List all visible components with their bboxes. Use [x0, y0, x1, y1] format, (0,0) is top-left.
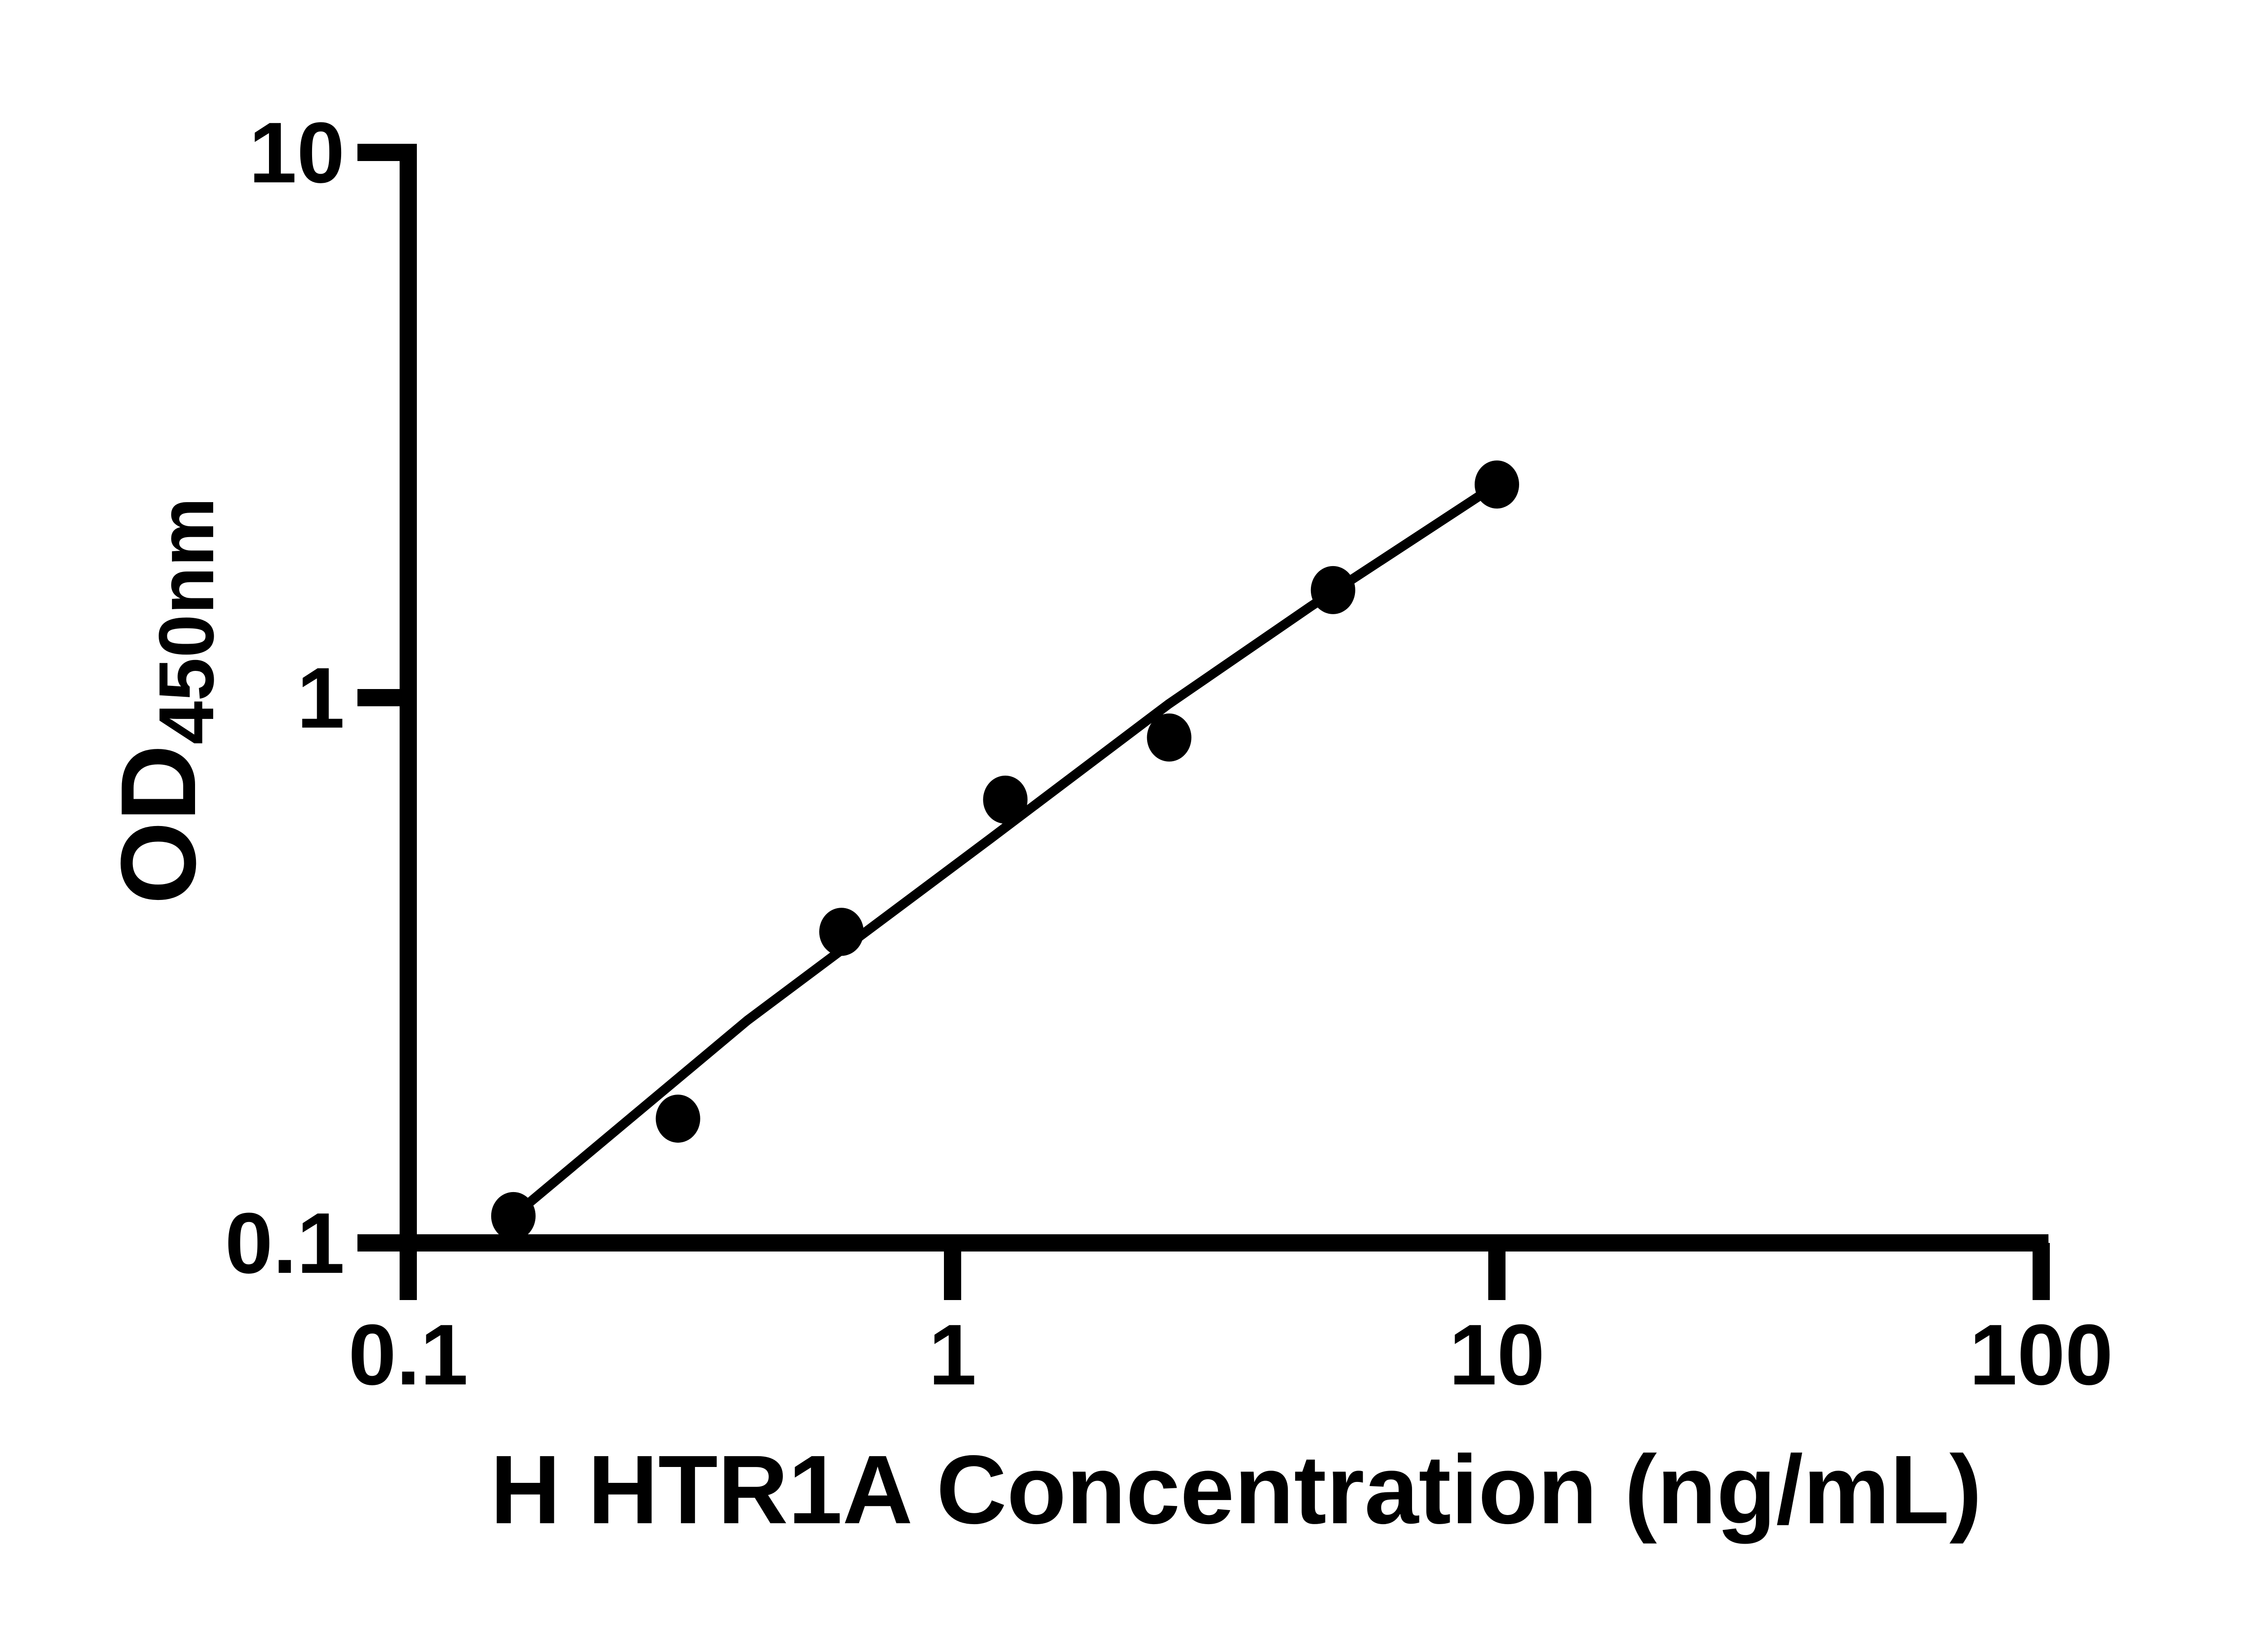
- axis-ticks: [357, 144, 2050, 1300]
- axes: [357, 144, 2048, 1300]
- y-axis-title-main: OD: [98, 744, 218, 905]
- y-tick-label: 0.1: [225, 1195, 345, 1291]
- x-axis-title: H HTR1A Concentration (ng/mL): [490, 1435, 1982, 1544]
- data-point: [983, 775, 1028, 824]
- x-tick-label: 0.1: [348, 1307, 468, 1403]
- data-point: [655, 1095, 700, 1143]
- data-point: [1310, 566, 1355, 614]
- data-point: [1475, 460, 1519, 509]
- axis-tick-labels: 0.1 1 10 100 10 1 0.1: [225, 105, 2113, 1403]
- data-point: [819, 908, 864, 956]
- x-tick-label: 100: [1969, 1307, 2113, 1403]
- x-tick-label: 10: [1449, 1307, 1545, 1403]
- y-tick-label: 10: [249, 105, 345, 201]
- x-tick-label: 1: [929, 1307, 977, 1403]
- y-axis-title-subscript: 450nm: [143, 497, 230, 744]
- data-series: [491, 460, 1519, 1240]
- data-point: [1147, 713, 1192, 762]
- y-tick-label: 1: [297, 650, 345, 746]
- data-point: [491, 1192, 536, 1240]
- y-axis-title: OD450nm: [98, 497, 230, 904]
